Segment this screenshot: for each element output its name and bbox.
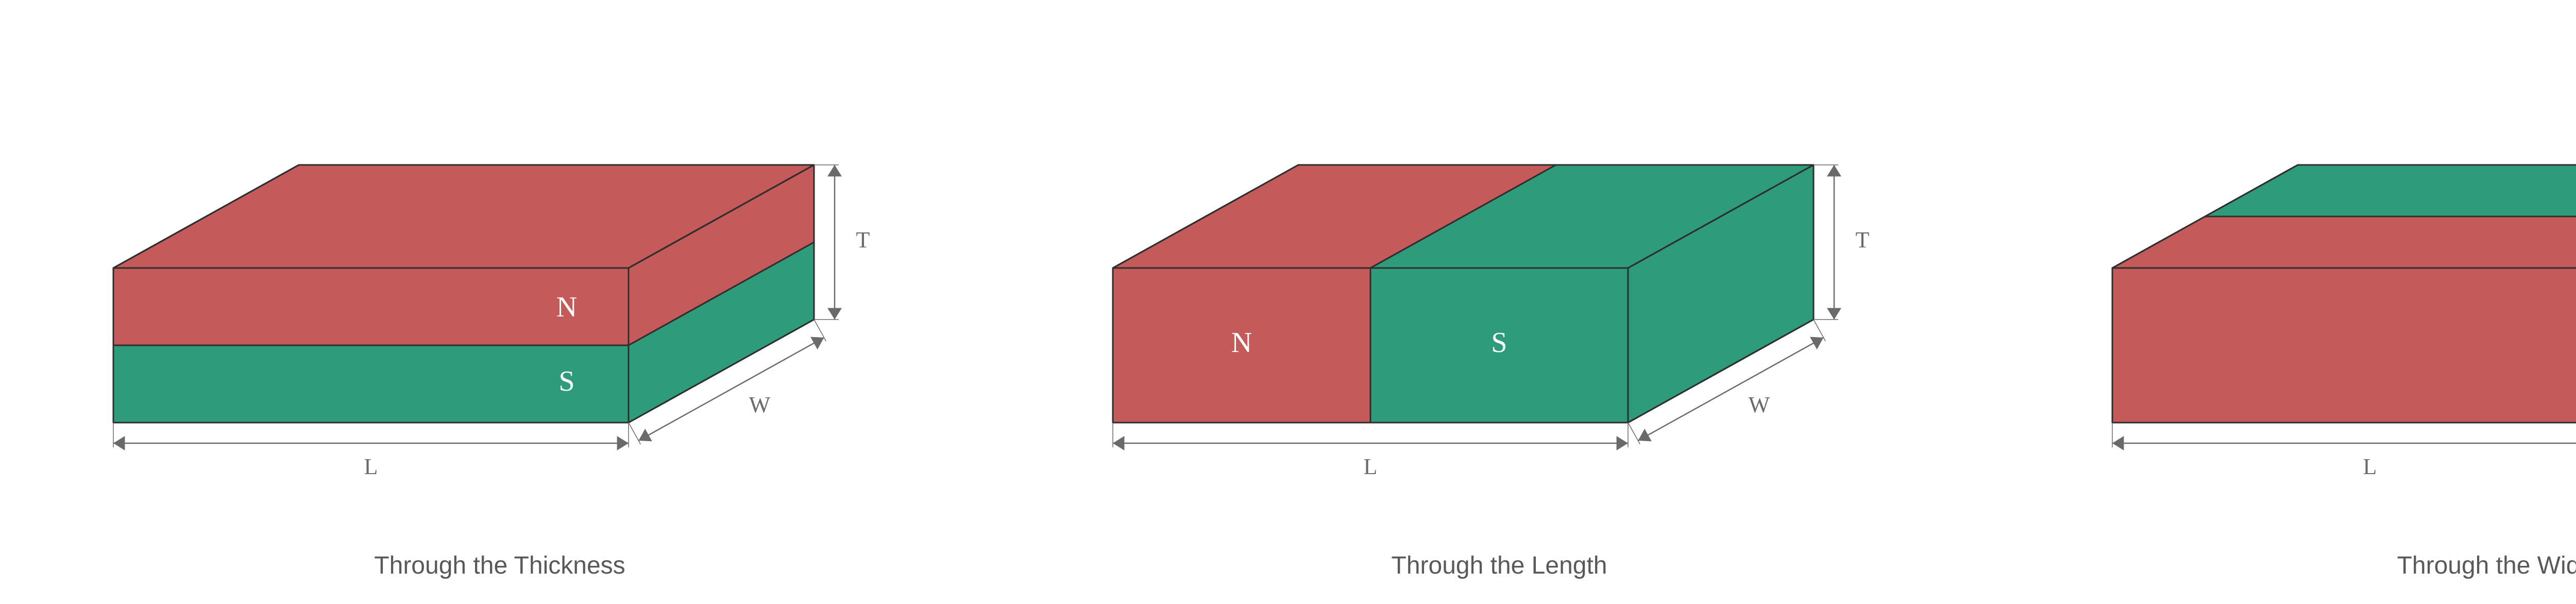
panel-width: NSLWT Through the Width: [2009, 21, 2576, 580]
svg-text:L: L: [1364, 454, 1378, 479]
panel-thickness: N S L W T Through the Thickness: [10, 21, 989, 580]
caption-thickness: Through the Thickness: [374, 551, 625, 580]
diagram-width: NSLWT: [2009, 21, 2576, 536]
caption-width: Through the Width: [2397, 551, 2576, 580]
diagram-thickness: N S L W T: [10, 21, 989, 536]
svg-text:S: S: [1491, 327, 1507, 359]
svg-text:W: W: [749, 392, 771, 417]
svg-text:N: N: [1231, 327, 1252, 359]
svg-text:L: L: [364, 454, 378, 479]
caption-length: Through the Length: [1392, 551, 1607, 580]
svg-text:W: W: [1749, 392, 1770, 417]
diagram-length: N S L W T: [1010, 21, 1989, 536]
svg-text:S: S: [558, 365, 574, 397]
diagram-row: NSLWT Through the Thickness NSLWT Throug…: [0, 0, 2576, 600]
svg-text:T: T: [1856, 227, 1870, 253]
svg-text:T: T: [856, 227, 870, 253]
svg-text:L: L: [2363, 454, 2377, 479]
panel-length: N S L W T Through the Length: [1010, 21, 1989, 580]
svg-text:N: N: [556, 291, 577, 323]
